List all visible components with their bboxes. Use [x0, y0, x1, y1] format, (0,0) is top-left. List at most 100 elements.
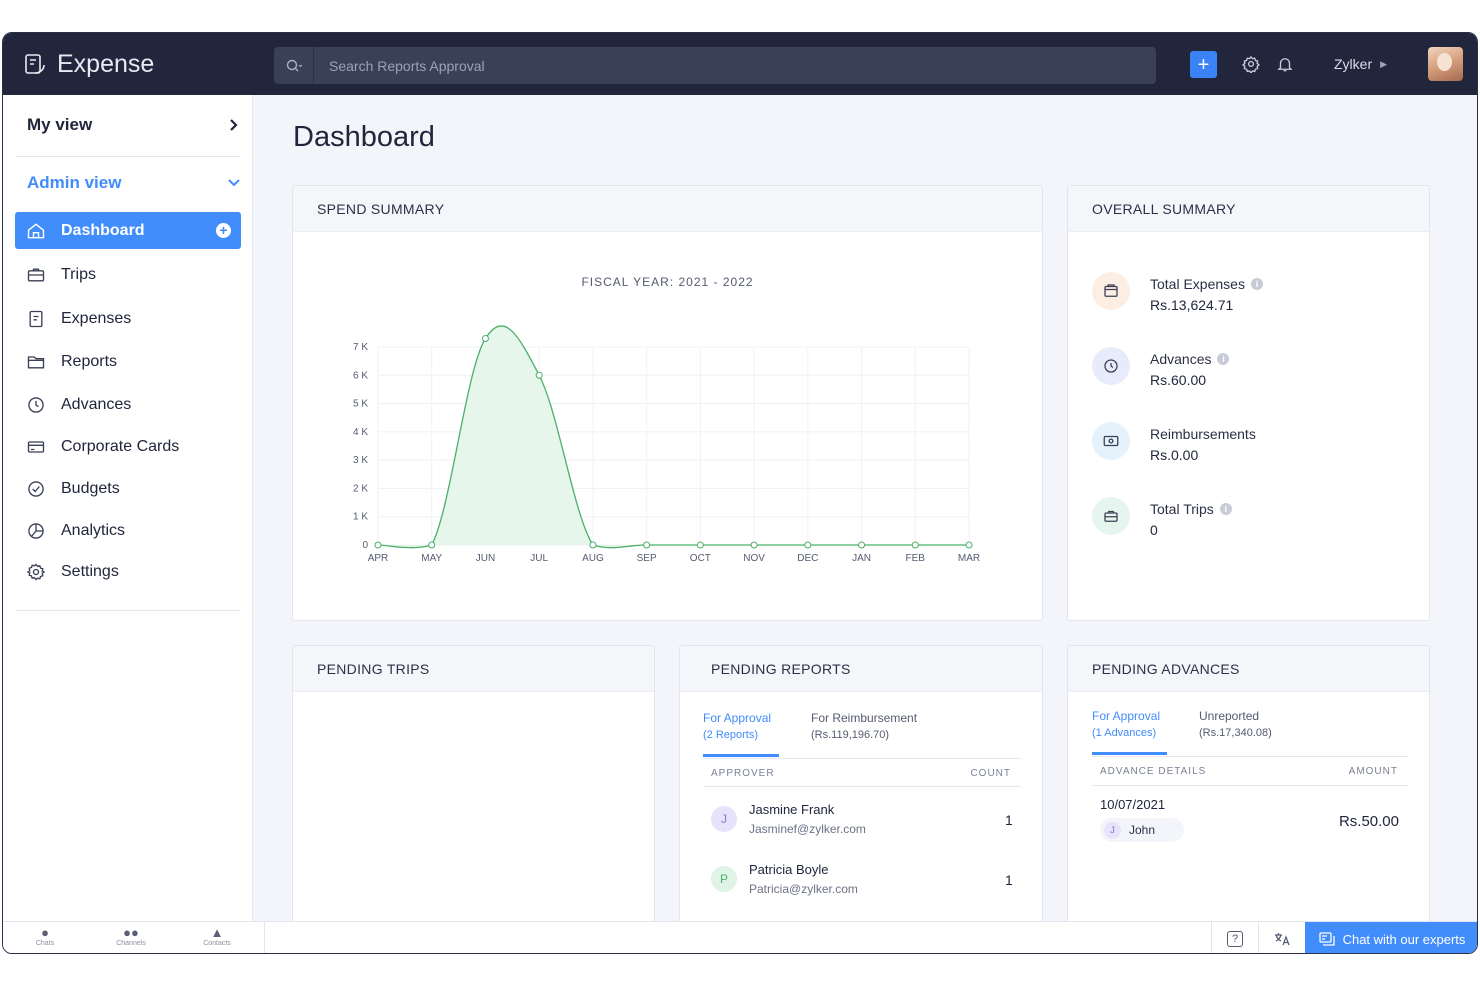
chats-button[interactable]: ● Chats: [15, 926, 75, 948]
active-tab-indicator: [703, 754, 779, 757]
column-header-amount: AMOUNT: [1348, 766, 1398, 777]
info-icon[interactable]: i: [1250, 278, 1263, 290]
gear-icon: [25, 561, 47, 583]
translate-icon: [1275, 933, 1290, 946]
gear-icon: [1242, 55, 1260, 73]
summary-value: Rs.0.00: [1150, 447, 1199, 463]
summary-label: Reimbursements: [1150, 426, 1256, 442]
admin-view-toggle[interactable]: Admin view: [15, 171, 241, 195]
channels-button[interactable]: ●● Channels: [101, 925, 161, 948]
folder-icon: [25, 351, 47, 373]
summary-total-trips[interactable]: Total Trips i 0: [1092, 497, 1232, 538]
sidebar-item-advances[interactable]: Advances: [15, 386, 241, 423]
tab-divider: [703, 758, 1021, 759]
help-button[interactable]: ?: [1211, 922, 1258, 953]
sidebar-item-trips[interactable]: Trips: [15, 256, 241, 293]
spend-point-jan[interactable]: [858, 541, 866, 549]
accessibility-button[interactable]: [1258, 922, 1305, 953]
summary-label: Advances: [1150, 351, 1212, 367]
wallet-icon: [1092, 272, 1130, 310]
add-widget-button[interactable]: +: [216, 223, 231, 238]
header-divider: [1092, 785, 1408, 786]
contacts-button[interactable]: ▲ Contacts: [187, 926, 247, 948]
tab-label: Unreported: [1199, 709, 1260, 723]
sidebar-item-reports[interactable]: Reports: [15, 343, 241, 380]
my-view-toggle[interactable]: My view: [15, 113, 241, 137]
approver-email: Patricia@zylker.com: [749, 882, 858, 896]
chat-with-experts-button[interactable]: Chat with our experts: [1305, 922, 1477, 953]
search-input[interactable]: [329, 57, 929, 74]
spend-point-apr[interactable]: [374, 541, 382, 549]
tab-for-reimbursement[interactable]: For Reimbursement (Rs.119,196.70): [811, 710, 917, 744]
user-avatar[interactable]: [1428, 47, 1463, 81]
card-title: OVERALL SUMMARY: [1068, 186, 1429, 232]
my-view-label: My view: [27, 115, 93, 134]
pie-chart-icon: [25, 520, 47, 542]
sidebar-divider: [15, 610, 241, 611]
sidebar-item-settings[interactable]: Settings: [15, 553, 241, 590]
spend-point-nov[interactable]: [750, 541, 758, 549]
summary-value: Rs.13,624.71: [1150, 297, 1234, 313]
sidebar-item-corporate-cards[interactable]: Corporate Cards: [15, 428, 241, 465]
chart-title: FISCAL YEAR: 2021 - 2022: [581, 275, 754, 289]
tab-sublabel: (2 Reports): [703, 729, 759, 741]
info-icon[interactable]: i: [1217, 353, 1230, 365]
home-icon: [25, 220, 47, 242]
spend-point-sep[interactable]: [643, 541, 651, 549]
search-icon: [286, 59, 302, 71]
search-scope-button[interactable]: [274, 47, 314, 84]
card-title: PENDING TRIPS: [293, 646, 654, 692]
app-brand[interactable]: Expense: [23, 33, 154, 95]
help-icon: ?: [1227, 931, 1243, 947]
summary-label: Total Trips: [1150, 501, 1214, 517]
add-new-button[interactable]: +: [1190, 51, 1217, 78]
summary-value: 0: [1150, 522, 1158, 538]
sidebar-item-analytics[interactable]: Analytics: [15, 512, 241, 549]
tab-for-approval[interactable]: For Approval (1 Advances): [1092, 708, 1160, 742]
sidebar-item-label: Settings: [61, 562, 119, 580]
suitcase-icon: [25, 264, 47, 286]
tab-sublabel: (Rs.119,196.70): [811, 729, 890, 741]
spend-point-feb[interactable]: [911, 541, 919, 549]
sidebar-item-dashboard[interactable]: Dashboard +: [15, 212, 241, 249]
sidebar-item-label: Advances: [61, 395, 132, 413]
org-switcher[interactable]: Zylker ▶: [1334, 33, 1387, 95]
spend-point-mar[interactable]: [965, 541, 973, 549]
spend-point-jun[interactable]: [481, 335, 489, 343]
settings-button[interactable]: [1240, 53, 1262, 75]
x-tick-label: MAR: [958, 553, 980, 564]
tab-unreported[interactable]: Unreported (Rs.17,340.08): [1199, 708, 1272, 742]
receipt-icon: [25, 308, 47, 330]
x-tick-label: MAY: [421, 553, 442, 564]
pending-reports-card: PENDING REPORTS For Approval (2 Reports)…: [679, 645, 1043, 935]
sidebar-item-budgets[interactable]: Budgets: [15, 470, 241, 507]
group-icon: ●●: [123, 925, 139, 940]
page-title: Dashboard: [293, 121, 435, 153]
notifications-button[interactable]: [1274, 53, 1296, 75]
summary-advances[interactable]: Advances i Rs.60.00: [1092, 347, 1230, 388]
column-header-count: COUNT: [970, 768, 1011, 779]
spend-point-may[interactable]: [428, 541, 436, 549]
tab-for-approval[interactable]: For Approval (2 Reports): [703, 710, 771, 744]
summary-total-expenses[interactable]: Total Expenses i Rs.13,624.71: [1092, 272, 1263, 313]
y-tick-label: 0: [362, 540, 368, 551]
spend-area-fill: [378, 325, 969, 548]
bell-icon: [1277, 58, 1293, 72]
info-icon[interactable]: i: [1219, 503, 1232, 515]
card-title: PENDING REPORTS: [680, 646, 1042, 692]
column-header-advance-details: ADVANCE DETAILS: [1100, 766, 1207, 777]
x-tick-label: OCT: [690, 553, 711, 564]
sidebar-item-expenses[interactable]: Expenses: [15, 300, 241, 337]
y-tick-label: 5 K: [353, 399, 368, 410]
summary-reimbursements[interactable]: Reimbursements Rs.0.00: [1092, 422, 1256, 463]
spend-point-oct[interactable]: [696, 541, 704, 549]
tab-sublabel: (1 Advances): [1092, 727, 1157, 739]
approver-avatar: P: [711, 866, 737, 892]
sidebar-item-label: Trips: [61, 265, 96, 283]
channels-label: Channels: [116, 940, 146, 947]
spend-point-jul[interactable]: [535, 371, 543, 379]
spend-point-aug[interactable]: [589, 541, 597, 549]
tab-divider: [1092, 756, 1408, 757]
y-tick-label: 1 K: [353, 512, 368, 523]
spend-point-dec[interactable]: [804, 541, 812, 549]
